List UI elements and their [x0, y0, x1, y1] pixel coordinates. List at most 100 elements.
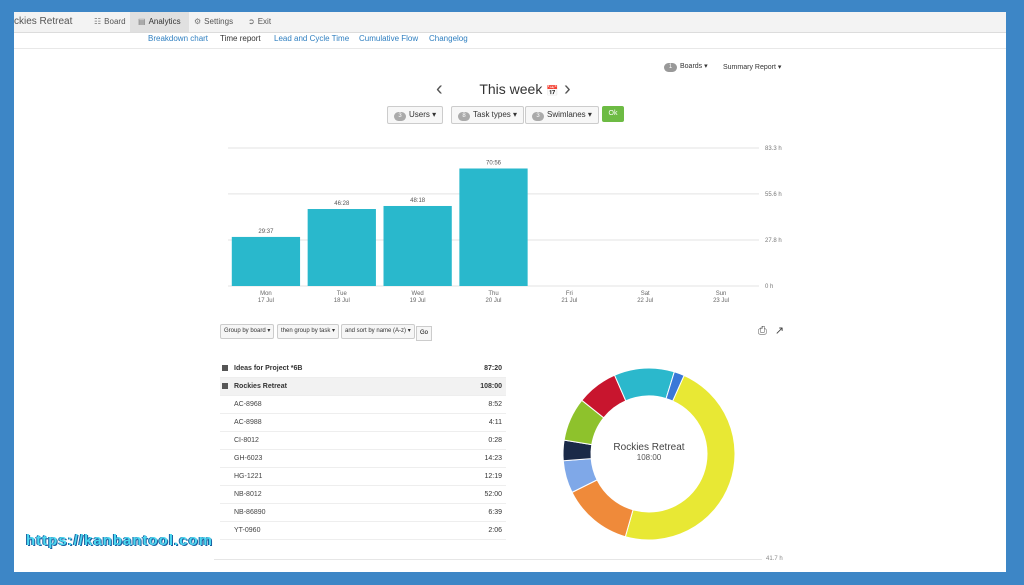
- x-tick-day: Thu: [488, 291, 498, 297]
- table-group-row[interactable]: Ideas for Project *6B 87:20: [220, 360, 506, 378]
- x-tick-day: Sat: [641, 291, 650, 297]
- table-row[interactable]: HG-1221 12:19: [220, 468, 506, 486]
- x-tick-date: 20 Jul: [485, 298, 501, 304]
- x-tick-date: 18 Jul: [334, 298, 350, 304]
- go-button[interactable]: Go: [416, 326, 433, 341]
- footer-tick-label: 41.7 h: [766, 556, 783, 562]
- bar[interactable]: [383, 205, 452, 286]
- tab-analytics[interactable]: ▤ Analytics: [130, 12, 189, 32]
- sort-by-dropdown[interactable]: and sort by name (A-z) ▾: [341, 324, 415, 339]
- row-value: 87:20: [484, 365, 502, 372]
- share-icon[interactable]: ↗: [774, 325, 785, 337]
- analytics-icon: ▤: [138, 17, 146, 26]
- y-tick-label: 0 h: [765, 284, 773, 290]
- y-tick-label: 55.6 h: [765, 192, 782, 198]
- bar-data-label: 29:37: [258, 229, 274, 235]
- row-value: 8:52: [488, 401, 502, 408]
- table-row[interactable]: AC-8968 8:52: [220, 396, 506, 414]
- table-row[interactable]: NB-8012 52:00: [220, 486, 506, 504]
- divider: [14, 48, 1006, 49]
- x-tick-day: Wed: [412, 291, 424, 297]
- tab-exit[interactable]: ➲ Exit: [248, 17, 272, 26]
- x-tick-date: 21 Jul: [561, 298, 577, 304]
- row-name: AC-8988: [234, 419, 262, 426]
- row-name: GH-6023: [234, 455, 263, 462]
- tab-settings[interactable]: ⚙ Settings: [194, 17, 234, 26]
- row-value: 12:19: [484, 473, 502, 480]
- group-by-dropdown[interactable]: Group by board ▾: [220, 324, 275, 339]
- users-filter[interactable]: 3 Users ▾: [387, 106, 444, 124]
- bar-data-label: 46:28: [334, 201, 350, 207]
- footer-gridline: [214, 559, 762, 560]
- time-table: Ideas for Project *6B 87:20 Rockies Retrea…: [220, 360, 506, 540]
- bar[interactable]: [231, 236, 301, 286]
- bar[interactable]: [307, 209, 376, 286]
- bar-data-label: 70:56: [486, 160, 502, 166]
- x-tick-day: Tue: [337, 291, 348, 297]
- table-row[interactable]: YT-0960 2:06: [220, 522, 506, 540]
- expand-icon[interactable]: [222, 365, 228, 371]
- then-group-dropdown[interactable]: then group by task ▾: [277, 324, 340, 339]
- y-tick-label: 27.8 h: [765, 238, 782, 244]
- donut-slice[interactable]: [613, 367, 675, 402]
- x-tick-date: 19 Jul: [410, 298, 426, 304]
- x-tick-day: Mon: [260, 291, 272, 297]
- subtab-lead-cycle[interactable]: Lead and Cycle Time: [274, 34, 350, 43]
- donut-chart: [562, 367, 736, 541]
- row-value: 52:00: [484, 491, 502, 498]
- brand-title: ckies Retreat: [14, 16, 73, 27]
- row-name: YT-0960: [234, 527, 261, 534]
- task-types-filter[interactable]: 8 Task types ▾: [451, 106, 525, 124]
- exit-icon: ➲: [248, 17, 255, 26]
- gear-icon: ⚙: [194, 17, 202, 26]
- donut-slice[interactable]: [665, 371, 685, 402]
- ok-button[interactable]: Ok: [602, 106, 624, 122]
- row-value: 14:23: [484, 455, 502, 462]
- subtab-time-report[interactable]: Time report: [220, 34, 261, 43]
- subtab-breakdown[interactable]: Breakdown chart: [148, 34, 209, 43]
- x-tick-date: 17 Jul: [258, 298, 274, 304]
- table-row[interactable]: NB-86890 6:39: [220, 504, 506, 522]
- swimlanes-filter[interactable]: 3 Swimlanes ▾: [525, 106, 599, 124]
- prev-week-button[interactable]: ‹: [436, 78, 443, 100]
- table-group-row[interactable]: Rockies Retreat 108:00: [220, 378, 506, 396]
- collapse-icon[interactable]: [222, 383, 228, 389]
- row-name: CI-8012: [234, 437, 259, 444]
- bar-data-label: 48:18: [410, 198, 426, 204]
- boards-dropdown[interactable]: 1 Boards ▾: [664, 62, 708, 72]
- table-row[interactable]: CI-8012 0:28: [220, 432, 506, 450]
- app-frame: ckies Retreat ☷ Board ▤ Analytics ⚙ Setting…: [14, 12, 1006, 572]
- row-name: NB-86890: [234, 509, 266, 516]
- row-value: 6:39: [488, 509, 502, 516]
- x-tick-date: 23 Jul: [713, 298, 729, 304]
- x-tick-date: 22 Jul: [637, 298, 653, 304]
- row-value: 4:11: [488, 419, 502, 426]
- donut-slice[interactable]: [571, 479, 634, 538]
- row-value: 0:28: [488, 437, 502, 444]
- row-value: 2:06: [488, 527, 502, 534]
- tab-board[interactable]: ☷ Board: [94, 17, 126, 26]
- row-name: AC-8968: [234, 401, 262, 408]
- calendar-icon[interactable]: 📅: [546, 86, 559, 97]
- top-nav: ckies Retreat ☷ Board ▤ Analytics ⚙ Setting…: [14, 12, 1006, 33]
- report-actions: ⎙ ↗: [758, 324, 792, 338]
- row-name: Rockies Retreat: [234, 383, 287, 390]
- table-row[interactable]: GH-6023 14:23: [220, 450, 506, 468]
- period-title: This week 📅: [479, 81, 559, 97]
- x-tick-day: Fri: [566, 291, 573, 297]
- next-week-button[interactable]: ›: [564, 78, 571, 100]
- row-name: HG-1221: [234, 473, 263, 480]
- row-value: 108:00: [480, 383, 502, 390]
- subtab-changelog[interactable]: Changelog: [429, 34, 468, 43]
- watermark-text: https://kanbantool.com: [26, 532, 213, 549]
- subtab-cumulative-flow[interactable]: Cumulative Flow: [359, 34, 419, 43]
- table-row[interactable]: AC-8988 4:11: [220, 414, 506, 432]
- row-name: Ideas for Project *6B: [234, 365, 303, 372]
- donut-slice[interactable]: [624, 374, 736, 541]
- bar[interactable]: [459, 168, 528, 286]
- board-icon: ☷: [94, 17, 102, 26]
- print-icon[interactable]: ⎙: [758, 325, 767, 337]
- donut-center-label: Rockies Retreat 108:00: [613, 442, 685, 462]
- summary-report-dropdown[interactable]: Summary Report ▾: [723, 64, 782, 71]
